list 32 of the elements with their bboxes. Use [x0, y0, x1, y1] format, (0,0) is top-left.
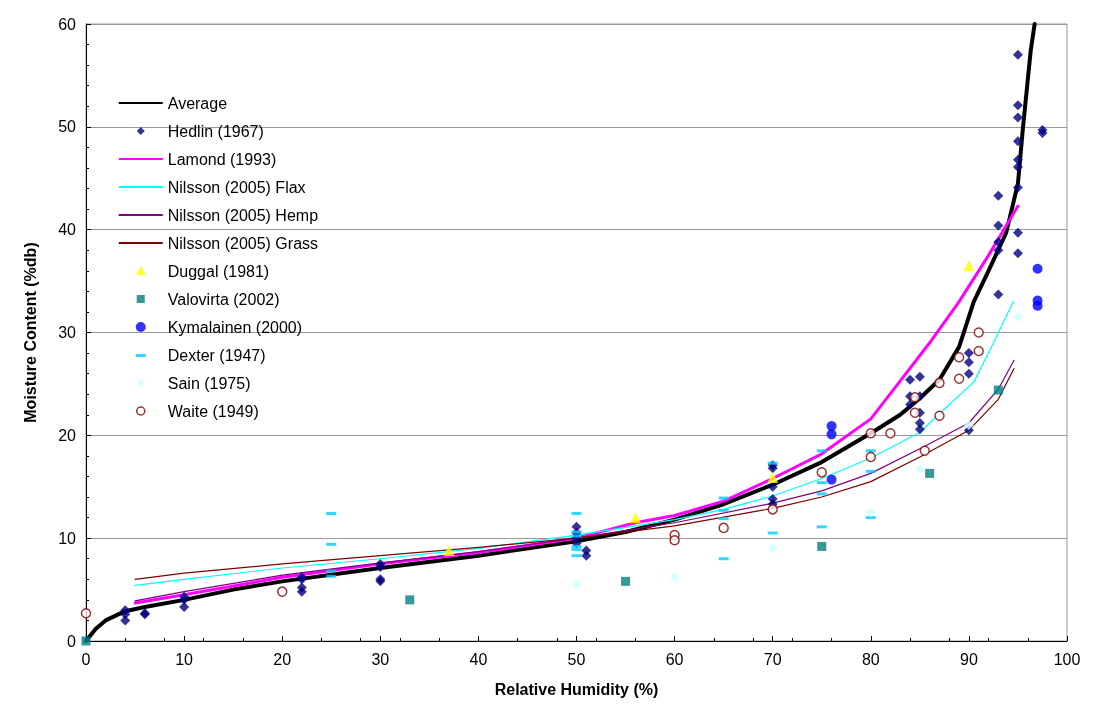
legend-label: Nilsson (2005) Flax — [167, 178, 306, 196]
legend-label: Average — [167, 94, 228, 112]
legend-label: Kymalainen (2000) — [167, 318, 303, 336]
x-tick-label: 70 — [763, 650, 782, 668]
x-tick-label: 100 — [1053, 650, 1081, 668]
y-tick-label: 0 — [67, 632, 77, 650]
x-tick-label: 0 — [81, 650, 91, 668]
legend-label: Dexter (1947) — [167, 346, 266, 364]
x-tick-label: 60 — [665, 650, 684, 668]
y-tick-label: 50 — [58, 118, 77, 136]
legend-label: Waite (1949) — [167, 402, 259, 420]
y-tick-label: 60 — [58, 15, 77, 33]
x-tick-label: 30 — [371, 650, 390, 668]
y-tick-label: 10 — [58, 529, 77, 547]
legend-label: Sain (1975) — [167, 374, 251, 392]
legend-label: Duggal (1981) — [167, 262, 270, 280]
y-axis-title: Moisture Content (%db) — [21, 242, 39, 423]
legend-label: Nilsson (2005) Hemp — [167, 206, 319, 224]
y-tick-label: 40 — [58, 221, 77, 239]
x-tick-label: 90 — [960, 650, 978, 668]
x-tick-label: 20 — [273, 650, 292, 668]
y-tick-label: 30 — [58, 324, 77, 341]
legend-label: Valovirta (2002) — [167, 290, 280, 308]
x-tick-label: 40 — [469, 650, 488, 668]
x-axis-title: Relative Humidity (%) — [494, 680, 659, 698]
x-tick-label: 10 — [175, 650, 194, 668]
legend-label: Lamond (1993) — [167, 150, 277, 168]
y-tick-label: 20 — [58, 426, 77, 444]
x-tick-label: 80 — [861, 650, 880, 668]
x-tick-label: 50 — [567, 650, 586, 668]
legend-label: Nilsson (2005) Grass — [167, 234, 319, 252]
legend-label: Hedlin (1967) — [167, 122, 264, 140]
